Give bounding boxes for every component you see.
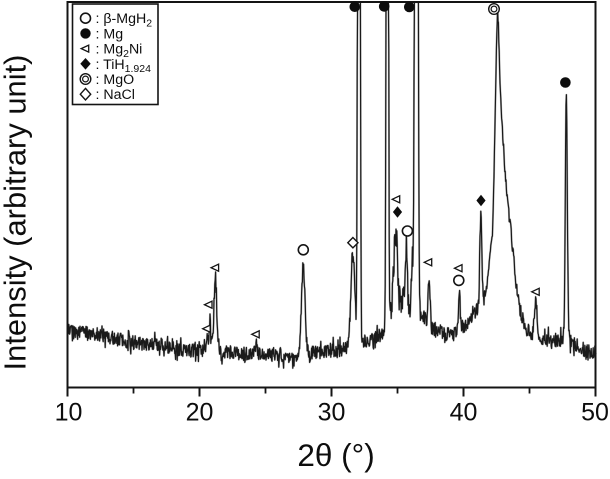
svg-text:10: 10 xyxy=(55,399,83,427)
svg-text:40: 40 xyxy=(450,399,478,427)
svg-text:20: 20 xyxy=(186,399,214,427)
svg-text:: Mg: : Mg xyxy=(96,26,124,42)
svg-text:50: 50 xyxy=(581,399,609,427)
svg-text:: Mg2Ni: : Mg2Ni xyxy=(96,42,143,60)
svg-text:: β-MgH2: : β-MgH2 xyxy=(96,11,153,29)
svg-text:30: 30 xyxy=(318,399,346,427)
svg-text:: MgO: : MgO xyxy=(96,72,135,88)
svg-text:2θ (°): 2θ (°) xyxy=(297,437,374,473)
svg-text:: NaCl: : NaCl xyxy=(96,87,135,103)
svg-text:Intensity (arbitrary unit): Intensity (arbitrary unit) xyxy=(0,55,33,371)
